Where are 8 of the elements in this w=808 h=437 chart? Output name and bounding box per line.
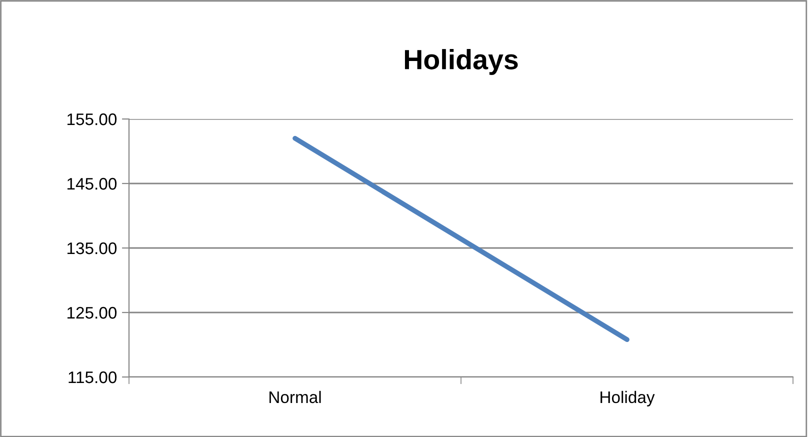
y-tick-label: 125.00 <box>67 306 117 319</box>
y-tick-label: 115.00 <box>68 371 117 384</box>
y-tick-label: 135.00 <box>67 242 117 254</box>
y-tick-label: 155.00 <box>67 113 117 126</box>
x-tick-label: Holiday <box>600 390 655 406</box>
y-tick-label: 145.00 <box>67 178 117 190</box>
chart-title: Holidays <box>404 49 518 75</box>
x-tick-label: Normal <box>270 390 321 404</box>
